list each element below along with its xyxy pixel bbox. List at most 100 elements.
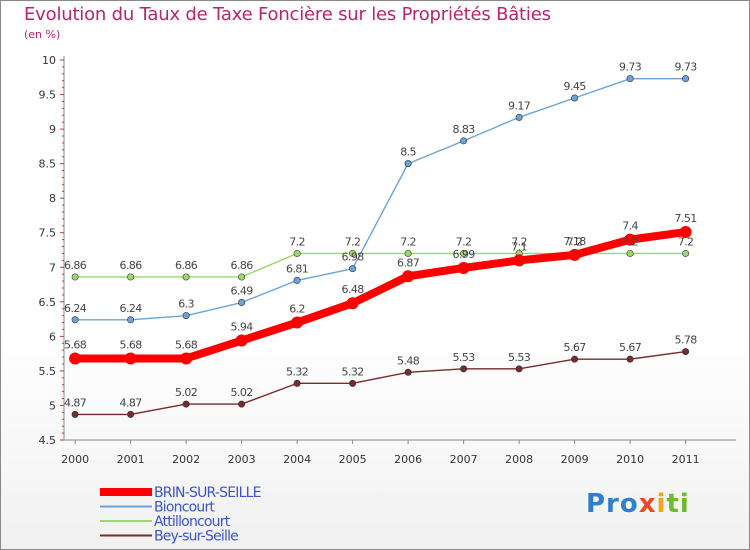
- data-point: [182, 273, 190, 281]
- data-label: 6.86: [64, 259, 87, 272]
- data-point: [127, 273, 135, 281]
- x-tick-label: 2004: [283, 453, 311, 466]
- data-point: [127, 410, 135, 418]
- x-tick-label: 2006: [394, 453, 422, 466]
- data-label: 5.67: [564, 341, 587, 354]
- data-point: [682, 348, 690, 356]
- data-point: [626, 75, 634, 83]
- chart-subtitle: (en %): [24, 28, 61, 41]
- x-tick-label: 2002: [172, 453, 200, 466]
- y-tick-label: 8.5: [39, 158, 57, 171]
- data-point: [626, 249, 634, 257]
- data-label: 5.53: [453, 351, 476, 364]
- data-label: 6.24: [120, 302, 143, 315]
- y-tick-label: 5.5: [39, 365, 57, 378]
- data-point: [238, 299, 246, 307]
- series-line: [75, 77, 686, 321]
- data-label: 9.17: [508, 99, 531, 112]
- data-label: 6.86: [120, 259, 143, 272]
- data-label: 7.2: [400, 235, 416, 248]
- data-point: [404, 368, 412, 376]
- data-point: [124, 352, 137, 365]
- logo-part: i: [656, 489, 667, 519]
- data-point: [346, 297, 359, 310]
- data-label: 7.2: [678, 235, 694, 248]
- data-label: 7.4: [622, 220, 638, 233]
- data-point: [71, 316, 79, 324]
- data-label: 7.18: [564, 235, 587, 248]
- logo-part: x: [638, 489, 657, 519]
- data-label: 6.2: [289, 303, 305, 316]
- x-tick-label: 2001: [117, 453, 145, 466]
- data-label: 5.68: [175, 338, 198, 351]
- data-point: [238, 273, 246, 281]
- data-label: 5.48: [397, 354, 420, 367]
- y-tick-label: 9: [49, 123, 56, 136]
- data-label: 7.2: [622, 235, 638, 248]
- data-point: [404, 249, 412, 257]
- data-point: [460, 137, 468, 145]
- data-label: 6.3: [178, 298, 194, 311]
- data-point: [679, 226, 692, 239]
- legend-label: Attilloncourt: [154, 514, 231, 530]
- legend-label: Bioncourt: [154, 500, 215, 516]
- data-point: [293, 249, 301, 257]
- y-tick-label: 7: [49, 261, 56, 274]
- data-label: 5.53: [508, 351, 531, 364]
- data-point: [460, 249, 468, 257]
- data-point: [180, 352, 193, 365]
- y-tick-label: 5: [49, 399, 56, 412]
- x-tick-label: 2009: [561, 453, 589, 466]
- data-label: 8.83: [453, 123, 476, 136]
- data-label: 6.48: [342, 283, 365, 296]
- data-point: [235, 334, 248, 347]
- data-point: [515, 113, 523, 121]
- data-label: 6.86: [231, 259, 254, 272]
- data-label: 5.68: [64, 338, 87, 351]
- y-tick-label: 6.5: [39, 296, 57, 309]
- data-label: 7.1: [511, 240, 527, 253]
- data-point: [460, 365, 468, 373]
- x-tick-label: 2005: [339, 453, 367, 466]
- data-point: [349, 249, 357, 257]
- data-point: [626, 355, 634, 363]
- data-label: 6.98: [342, 251, 365, 264]
- data-label: 6.99: [453, 248, 476, 261]
- data-point: [349, 379, 357, 387]
- data-point: [404, 160, 412, 168]
- legend-label: Bey-sur-Seille: [154, 529, 238, 545]
- data-point: [513, 254, 526, 267]
- data-point: [402, 270, 415, 283]
- data-label: 5.78: [675, 334, 698, 347]
- data-label: 9.45: [564, 80, 587, 93]
- data-label: 4.87: [120, 396, 143, 409]
- data-label: 6.24: [64, 302, 87, 315]
- data-label: 5.02: [231, 386, 253, 399]
- data-point: [515, 365, 523, 373]
- data-label: 6.87: [397, 256, 420, 269]
- data-point: [571, 355, 579, 363]
- data-point: [293, 276, 301, 284]
- data-label: 5.32: [342, 365, 364, 378]
- data-label: 8.5: [400, 146, 416, 159]
- data-label: 9.73: [619, 61, 642, 74]
- x-tick-label: 2000: [61, 453, 89, 466]
- series-line: [75, 228, 687, 363]
- y-tick-label: 8: [49, 192, 56, 205]
- logo-part: Pro: [586, 489, 639, 519]
- data-label: 5.94: [231, 321, 254, 334]
- x-tick-label: 2011: [672, 453, 700, 466]
- data-label: 6.49: [231, 285, 254, 298]
- chart-title: Evolution du Taux de Taxe Foncière sur l…: [24, 4, 551, 25]
- data-point: [682, 249, 690, 257]
- data-point: [624, 233, 637, 246]
- y-tick-label: 7.5: [39, 227, 57, 240]
- data-point: [127, 316, 135, 324]
- series-line: [75, 350, 686, 416]
- data-label: 7.2: [567, 235, 583, 248]
- proxiti-logo: Proxiti: [586, 489, 690, 519]
- data-point: [238, 400, 246, 408]
- data-label: 7.2: [511, 235, 527, 248]
